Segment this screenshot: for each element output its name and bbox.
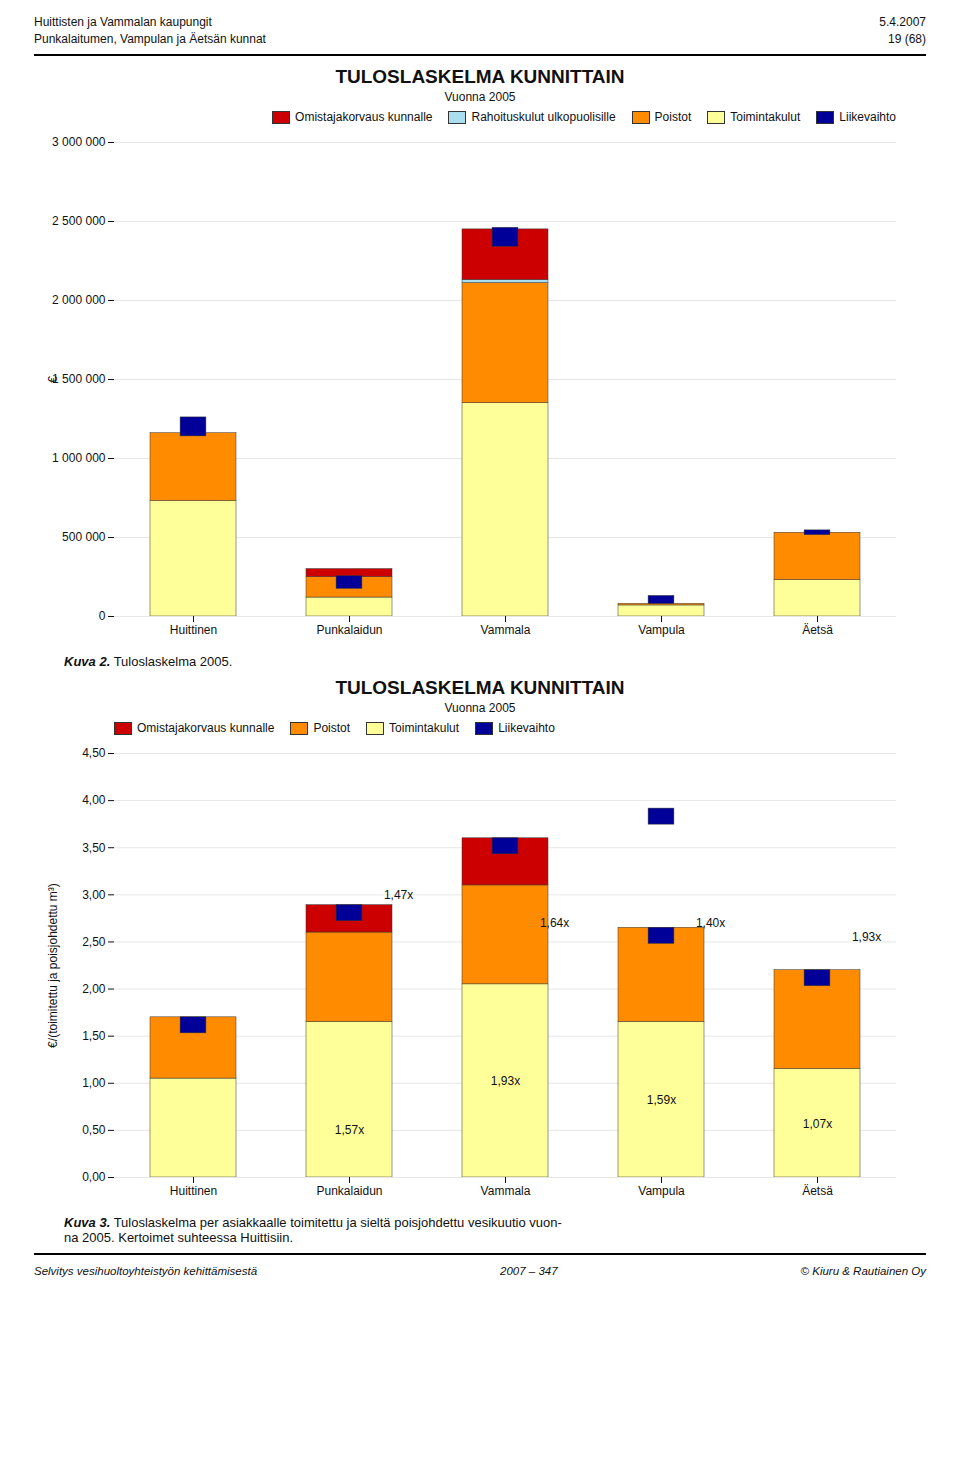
svg-text:1,47x: 1,47x — [384, 888, 413, 902]
html-text:Punkalaitumen, Vampulan ja Äet: Punkalaitumen, Vampulan ja Äetsän kunnat — [34, 32, 266, 46]
svg-text:2,00: 2,00 — [82, 982, 106, 996]
svg-text:500 000: 500 000 — [62, 530, 106, 544]
html-text:Rahoituskulut ulkopuolisille: Rahoituskulut ulkopuolisille — [471, 110, 616, 124]
svg-text:1 000 000: 1 000 000 — [52, 451, 106, 465]
svg-text:1,93x: 1,93x — [491, 1074, 520, 1088]
html-text:TULOSLASKELMA KUNNITTAIN: TULOSLASKELMA KUNNITTAIN — [335, 66, 625, 87]
html-text:Selvitys vesihuoltoyhteistyön: Selvitys vesihuoltoyhteistyön kehittämis… — [34, 1265, 258, 1277]
svg-text:Punkalaidun: Punkalaidun — [316, 1184, 382, 1198]
html-text:Omistajakorvaus kunnalle: Omistajakorvaus kunnalle — [137, 721, 275, 735]
svg-text:Äetsä: Äetsä — [802, 623, 833, 637]
svg-text:4,00: 4,00 — [82, 793, 106, 807]
svg-text:1,00: 1,00 — [82, 1076, 106, 1090]
html-text:2007 – 347: 2007 – 347 — [500, 1265, 558, 1277]
svg-text:3,00: 3,00 — [82, 888, 106, 902]
html-text:Vuonna 2005: Vuonna 2005 — [444, 90, 516, 104]
svg-text:2,50: 2,50 — [82, 935, 106, 949]
html-text:Omistajakorvaus kunnalle: Omistajakorvaus kunnalle — [295, 110, 433, 124]
svg-text:Huittinen: Huittinen — [170, 623, 217, 637]
svg-text:1,93x: 1,93x — [852, 930, 881, 944]
svg-text:0,00: 0,00 — [82, 1170, 106, 1184]
svg-text:2 500 000: 2 500 000 — [52, 214, 106, 228]
svg-text:1,57x: 1,57x — [335, 1123, 364, 1137]
svg-text:1,50: 1,50 — [82, 1029, 106, 1043]
html-text:Toimintakulut: Toimintakulut — [389, 721, 460, 735]
svg-text:Vampula: Vampula — [638, 623, 685, 637]
svg-text:Vammala: Vammala — [481, 623, 531, 637]
svg-text:1,64x: 1,64x — [540, 916, 569, 930]
svg-text:Vampula: Vampula — [638, 1184, 685, 1198]
svg-text:3,50: 3,50 — [82, 841, 106, 855]
svg-text:2 000 000: 2 000 000 — [52, 293, 106, 307]
html-text:Poistot: Poistot — [313, 721, 351, 735]
svg-text:1 500 000: 1 500 000 — [52, 372, 106, 386]
svg-text:0,50: 0,50 — [82, 1123, 106, 1137]
html-text:Vuonna 2005: Vuonna 2005 — [444, 701, 516, 715]
html-text:Kuva 3. Tuloslaskelma per asia: Kuva 3. Tuloslaskelma per asiakkaalle to… — [64, 1215, 562, 1245]
svg-text:3 000 000: 3 000 000 — [52, 135, 106, 149]
svg-text:Huittinen: Huittinen — [170, 1184, 217, 1198]
html-text:Toimintakulut: Toimintakulut — [730, 110, 801, 124]
svg-text:0: 0 — [99, 609, 106, 623]
html-text:Kuva 2. Tuloslaskelma 2005.: Kuva 2. Tuloslaskelma 2005. — [64, 654, 233, 669]
html-text:Poistot: Poistot — [654, 110, 692, 124]
html-text:Liikevaihto: Liikevaihto — [839, 110, 896, 124]
svg-text:1,59x: 1,59x — [647, 1093, 676, 1107]
svg-text:4,50: 4,50 — [82, 746, 106, 760]
svg-text:Punkalaidun: Punkalaidun — [316, 623, 382, 637]
html-text:TULOSLASKELMA KUNNITTAIN: TULOSLASKELMA KUNNITTAIN — [335, 677, 625, 698]
svg-text:€: € — [46, 376, 60, 383]
svg-text:Äetsä: Äetsä — [802, 1184, 833, 1198]
svg-text:Vammala: Vammala — [481, 1184, 531, 1198]
svg-text:1,40x: 1,40x — [696, 916, 725, 930]
html-text:5.4.2007: 5.4.2007 — [879, 15, 926, 29]
html-text:© Kiuru & Rautiainen Oy: © Kiuru & Rautiainen Oy — [800, 1265, 926, 1277]
html-text:Liikevaihto: Liikevaihto — [498, 721, 555, 735]
svg-text:€/(toimitettu ja poisjohdettu: €/(toimitettu ja poisjohdettu m³) — [46, 883, 60, 1048]
html-text:19 (68): 19 (68) — [888, 32, 926, 46]
html-text:Huittisten ja Vammalan kaupung: Huittisten ja Vammalan kaupungit — [34, 15, 212, 29]
svg-text:1,07x: 1,07x — [803, 1117, 832, 1131]
